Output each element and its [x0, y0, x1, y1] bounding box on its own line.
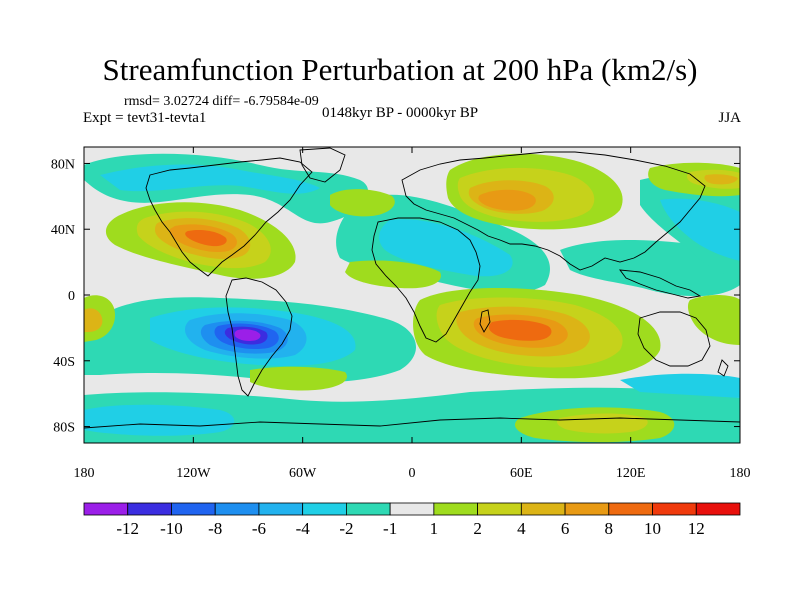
colorbar-label: -8 — [208, 519, 222, 538]
x-tick-label: 60E — [510, 466, 533, 481]
colorbar-swatch — [214, 502, 260, 516]
coastline-new-zealand — [717, 359, 729, 377]
colorbar-label: -12 — [116, 519, 139, 538]
colorbar-swatch — [652, 502, 697, 516]
contour-center-south-pacific-minimum — [234, 329, 261, 341]
season-label: JJA — [718, 110, 741, 126]
colorbar-label: 8 — [605, 519, 614, 538]
contour-fields — [84, 153, 740, 443]
colorbar-label: 2 — [473, 519, 482, 538]
colorbar-label: -6 — [252, 519, 266, 538]
colorbar: -12 -10 -8 -6 -4 -2 -1 1 2 4 6 8 10 12 — [83, 502, 741, 538]
y-tick-label: 40S — [53, 355, 75, 370]
coastline-eurasia — [401, 151, 706, 271]
x-tick-label: 0 — [409, 466, 416, 481]
x-tick-label: 120W — [176, 466, 211, 481]
coastline-north-america — [145, 157, 313, 277]
rmsd-label: rmsd= 3.02724 diff= -6.79584e-09 — [124, 94, 319, 109]
coastlines — [84, 147, 740, 429]
contour-band-eurasia-orange — [478, 189, 536, 211]
colorbar-swatch — [345, 502, 391, 516]
colorbar-label: 6 — [561, 519, 570, 538]
contour-band-west-africa-positive — [345, 260, 441, 289]
colorbar-label: -4 — [296, 519, 311, 538]
y-tick-label: 0 — [68, 289, 75, 304]
colorbar-swatch — [302, 502, 347, 516]
contour-center-north-america-maximum — [185, 229, 227, 247]
contour-band-east-pacific-positive — [687, 295, 740, 345]
y-tick-label: 80N — [51, 157, 75, 172]
colorbar-swatch — [477, 502, 522, 516]
x-tick-label: 120E — [616, 466, 646, 481]
colorbar-swatch — [695, 502, 741, 516]
coastline-antarctica — [84, 417, 740, 429]
colorbar-label: 1 — [430, 519, 439, 538]
colorbar-swatch — [608, 502, 653, 516]
y-tick-label: 80S — [53, 421, 75, 436]
colorbar-swatch — [433, 502, 479, 516]
contour-band-indian-ocean-deep-orange — [488, 319, 552, 341]
y-tick-label: 40N — [51, 223, 75, 238]
colorbar-label: -2 — [339, 519, 353, 538]
x-tick-label: 180 — [74, 466, 95, 481]
contour-band-pacific-east-cyan — [660, 198, 740, 261]
x-tick-label: 180 — [730, 466, 751, 481]
colorbar-swatch — [258, 502, 304, 516]
contour-band-cyan-north — [100, 164, 320, 194]
contour-band-southern-ocean-cyan — [620, 373, 740, 398]
coastline-indochina-islands — [619, 269, 702, 299]
contour-band-south-atlantic-cyan — [84, 404, 235, 436]
colorbar-swatch — [127, 502, 172, 516]
contour-band-pacific-tropics-amber — [84, 308, 103, 332]
colorbar-label: -1 — [383, 519, 397, 538]
contour-band-south-atlantic-positive — [250, 366, 347, 391]
colorbar-label: 12 — [688, 519, 705, 538]
coastline-australia — [637, 311, 711, 367]
colorbar-swatch — [520, 502, 566, 516]
contour-band-east-asia-orange — [704, 174, 738, 185]
colorbar-label: 4 — [517, 519, 526, 538]
coastline-africa — [371, 217, 481, 343]
colorbar-swatch — [83, 502, 129, 516]
coastline-madagascar — [479, 309, 491, 333]
x-tick-label: 60W — [289, 466, 317, 481]
coastline-greenland — [299, 147, 346, 183]
experiment-label: Expt = tevt31-tevta1 — [83, 110, 207, 126]
colorbar-swatch — [171, 502, 216, 516]
period-label: 0148kyr BP - 0000kyr BP — [322, 105, 479, 121]
colorbar-label: 10 — [644, 519, 661, 538]
coastline-south-america — [225, 277, 293, 397]
contour-band-north-atlantic-positive — [330, 189, 395, 217]
colorbar-swatch — [564, 502, 610, 516]
colorbar-label: -10 — [160, 519, 183, 538]
chart-title: Streamfunction Perturbation at 200 hPa (… — [102, 52, 698, 87]
colorbar-swatch — [389, 502, 435, 516]
axis-ticks: 180 120W 60W 0 60E 120E 180 80N 40N 0 40S 80S — [51, 147, 751, 481]
